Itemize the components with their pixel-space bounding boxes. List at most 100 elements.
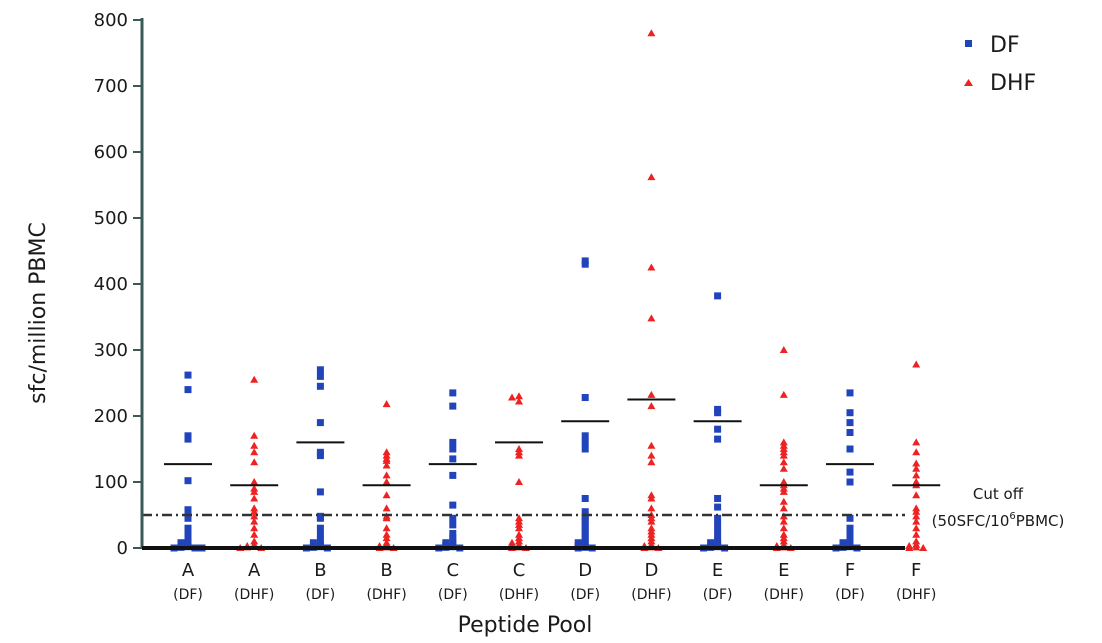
df-point [449,439,456,446]
df-point [185,477,192,484]
legend-dhf-marker [964,79,973,86]
df-point [317,383,324,390]
x-category-label: D [644,560,658,581]
dhf-point [250,458,258,465]
x-category-label: D [578,560,592,581]
dhf-point [383,504,391,511]
df-point [449,472,456,479]
dhf-point [647,402,655,409]
dhf-point [647,264,655,271]
dhf-point [250,432,258,439]
dhf-point [647,173,655,180]
dhf-point [912,471,920,478]
y-axis-ticks: 0100200300400500600700800 [94,10,142,559]
df-point [317,452,324,459]
dhf-point [515,478,523,485]
legend: DF DHF [964,33,1036,96]
df-point [449,389,456,396]
df-point [317,373,324,380]
dhf-point [780,498,788,505]
df-point [449,521,456,528]
dhf-point [647,458,655,465]
x-category-label: C [447,560,460,581]
cutoff-label-prefix: (50SFC/10 [932,512,1010,530]
df-point [847,469,854,476]
df-point [582,432,589,439]
y-tick-label: 600 [94,142,128,163]
legend-dhf-label: DHF [990,71,1036,96]
df-point [449,502,456,509]
dhf-point [780,391,788,398]
dhf-point [912,531,920,538]
df-point [582,446,589,453]
legend-df-label: DF [990,33,1020,58]
df-point [847,409,854,416]
y-tick-label: 400 [94,274,128,295]
df-point [317,525,324,532]
y-tick-label: 0 [117,538,128,559]
df-point [714,426,721,433]
y-axis-title: sfc/million PBMC [26,222,51,404]
dhf-point [383,491,391,498]
x-category-sublabel: (DF) [306,587,336,603]
df-point [449,403,456,410]
x-category-sublabel: (DHF) [896,587,936,603]
dhf-point [780,504,788,511]
cutoff-label-line2: (50SFC/106PBMC) [932,511,1065,530]
x-category-sublabel: (DF) [438,587,468,603]
y-tick-label: 200 [94,406,128,427]
dhf-point [912,448,920,455]
dhf-point [250,442,258,449]
df-point [317,488,324,495]
dhf-point [912,491,920,498]
legend-df-marker [965,40,972,47]
x-category-sublabel: (DF) [173,587,203,603]
cutoff-label: Cut off (50SFC/106PBMC) [932,485,1065,530]
dhf-point [383,400,391,407]
x-category-sublabel: (DHF) [764,587,804,603]
x-category-label: F [911,560,921,581]
x-category-label: E [778,560,789,581]
y-tick-label: 500 [94,208,128,229]
x-category-label: B [314,560,326,581]
dhf-point [250,478,258,485]
df-point [714,495,721,502]
x-category-label: E [712,560,723,581]
data-points [171,29,928,551]
x-category-sublabel: (DF) [835,587,865,603]
x-category-label: A [248,560,261,581]
dhf-point [383,471,391,478]
dhf-point [647,452,655,459]
df-point [449,446,456,453]
x-category-sublabel: (DF) [570,587,600,603]
dhf-point [383,478,391,485]
df-point [185,436,192,443]
df-point [847,389,854,396]
df-point [185,372,192,379]
x-category-label: A [182,560,195,581]
df-point [714,521,721,528]
dhf-point [647,504,655,511]
cutoff-label-line1: Cut off [973,485,1024,503]
df-point [847,479,854,486]
y-tick-label: 300 [94,340,128,361]
dhf-point [919,544,927,551]
df-point [714,436,721,443]
dhf-point [647,391,655,398]
df-point [714,292,721,299]
df-point [317,366,324,373]
dhf-point [647,29,655,36]
dhf-point [250,531,258,538]
df-point [449,455,456,462]
df-point [714,504,721,511]
x-category-label: F [845,560,855,581]
x-category-sublabel: (DHF) [631,587,671,603]
dhf-point [780,458,788,465]
y-tick-label: 700 [94,76,128,97]
dhf-point [912,438,920,445]
df-point [714,409,721,416]
x-category-label: B [380,560,392,581]
df-point [714,528,721,535]
cutoff-label-suffix: PBMC) [1016,512,1065,530]
